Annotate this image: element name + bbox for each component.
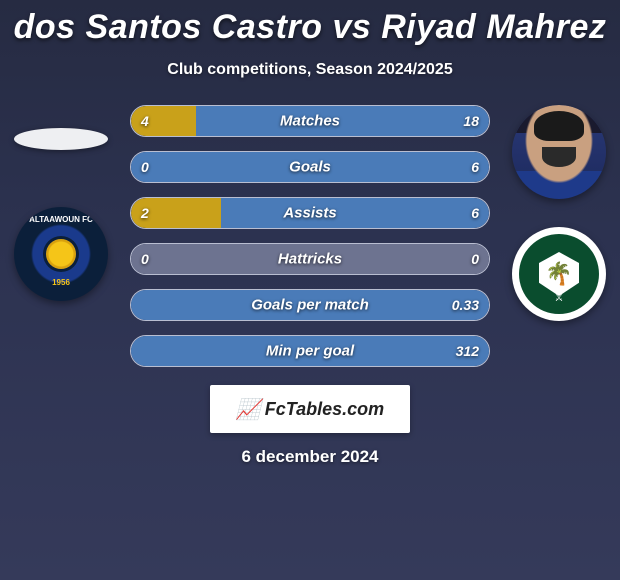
- stat-bar: 0 0 Hattricks: [130, 243, 490, 275]
- bar-label: Matches: [280, 113, 340, 130]
- club1-year: 1956: [24, 278, 98, 287]
- bar-value-right: 0.33: [452, 297, 479, 313]
- page-title: dos Santos Castro vs Riyad Mahrez: [0, 0, 620, 47]
- bar-value-right: 18: [463, 113, 479, 129]
- bar-value-left: 0: [141, 251, 149, 267]
- club2-badge: 🌴 ⚔: [512, 227, 606, 321]
- page-subtitle: Club competitions, Season 2024/2025: [0, 61, 620, 79]
- bar-label: Hattricks: [278, 251, 342, 268]
- club1-ball-icon: [46, 239, 76, 269]
- bar-value-right: 6: [471, 205, 479, 221]
- club2-emblem-icon: 🌴: [539, 252, 579, 296]
- brand-text: FcTables.com: [265, 399, 384, 420]
- left-column: ALTAAWOUN FC 1956: [6, 105, 116, 301]
- player2-avatar: [512, 105, 606, 199]
- stat-bars: 4 18 Matches 0 6 Goals 2 6 Assists 0 0 Hattricks 0.3…: [130, 105, 490, 367]
- club2-swords-icon: ⚔: [555, 293, 564, 304]
- stat-bar: 0 6 Goals: [130, 151, 490, 183]
- comparison-content: ALTAAWOUN FC 1956 🌴 ⚔ 4 18 Matches 0 6 Goals 2…: [0, 105, 620, 367]
- bar-label: Goals: [289, 159, 331, 176]
- footer-date: 6 december 2024: [0, 447, 620, 467]
- bar-label: Min per goal: [266, 343, 354, 360]
- bar-value-right: 0: [471, 251, 479, 267]
- bar-label: Goals per match: [251, 297, 369, 314]
- bar-value-left: 4: [141, 113, 149, 129]
- stat-bar: 312 Min per goal: [130, 335, 490, 367]
- bar-value-left: 0: [141, 159, 149, 175]
- stat-bar: 2 6 Assists: [130, 197, 490, 229]
- bar-value-left: 2: [141, 205, 149, 221]
- bar-fill-right: [221, 198, 490, 228]
- brand-badge: 📈 FcTables.com: [210, 385, 410, 433]
- club1-name: ALTAAWOUN FC: [24, 215, 98, 224]
- brand-icon: 📈: [236, 397, 261, 422]
- player1-avatar: [14, 128, 108, 150]
- stat-bar: 0.33 Goals per match: [130, 289, 490, 321]
- right-column: 🌴 ⚔: [504, 105, 614, 321]
- bar-label: Assists: [283, 205, 336, 222]
- stat-bar: 4 18 Matches: [130, 105, 490, 137]
- bar-fill-right: [196, 106, 489, 136]
- bar-value-right: 312: [456, 343, 479, 359]
- player2-hair-shape: [534, 111, 584, 141]
- bar-value-right: 6: [471, 159, 479, 175]
- club1-badge: ALTAAWOUN FC 1956: [14, 207, 108, 301]
- player2-beard-shape: [542, 147, 576, 167]
